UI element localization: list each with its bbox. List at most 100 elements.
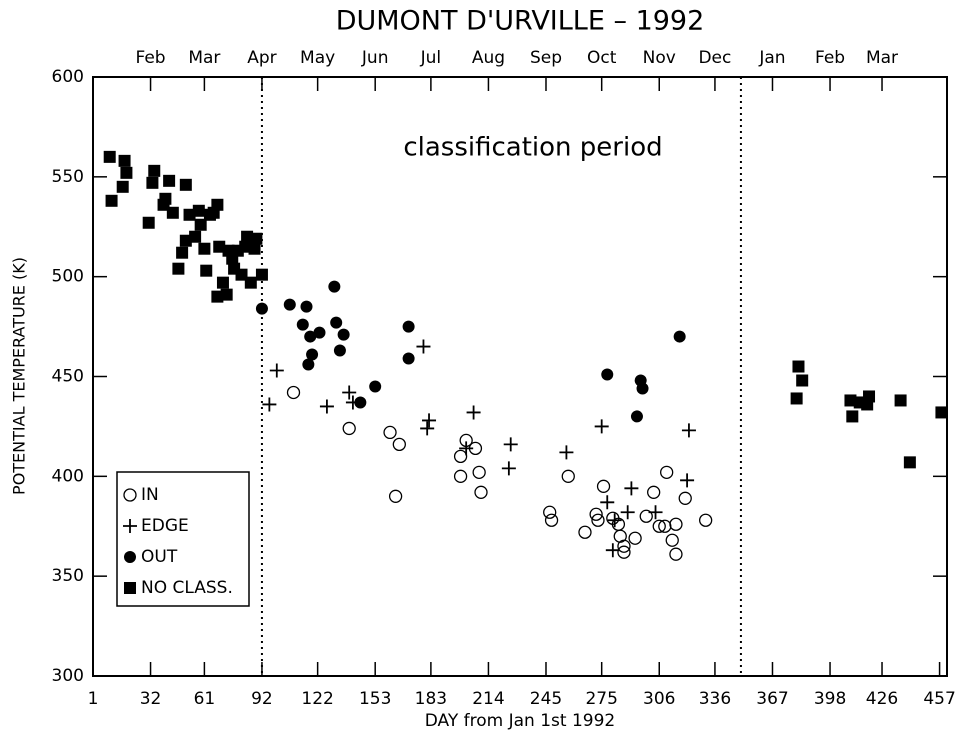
point <box>624 481 639 496</box>
point <box>472 465 486 479</box>
legend-marker <box>123 519 137 533</box>
point <box>935 406 948 419</box>
top-tick-label: Mar <box>188 48 220 68</box>
top-tick-label: Jul <box>420 48 442 68</box>
top-tick-label: Sep <box>530 48 562 68</box>
point <box>402 320 415 333</box>
top-tick-label: Dec <box>698 48 731 68</box>
point <box>453 449 468 464</box>
point <box>680 473 695 488</box>
point <box>578 525 592 539</box>
point <box>792 360 805 373</box>
y-tick-label: 300 <box>52 666 84 686</box>
point <box>183 208 196 221</box>
point <box>639 509 653 523</box>
chart-title: DUMONT D'URVILLE – 1992 <box>336 6 705 37</box>
point <box>559 445 574 460</box>
y-tick-label: 550 <box>52 167 84 187</box>
top-tick-label: Jun <box>361 48 389 68</box>
point <box>148 164 161 177</box>
point <box>220 288 233 301</box>
point <box>796 374 809 387</box>
point <box>894 394 907 407</box>
point <box>648 505 663 520</box>
point <box>617 539 631 553</box>
point <box>163 174 176 187</box>
legend-label: IN <box>141 485 159 505</box>
x-tick-label: 153 <box>359 689 391 709</box>
x-tick-label: 306 <box>643 689 675 709</box>
point <box>328 280 341 293</box>
y-tick-label: 450 <box>52 367 84 387</box>
point <box>235 268 248 281</box>
point <box>306 348 319 361</box>
y-axis-label: POTENTIAL TEMPERATURE (K) <box>10 257 29 495</box>
point <box>681 423 696 438</box>
point <box>189 230 202 243</box>
y-tick-label: 600 <box>52 67 84 87</box>
point <box>503 437 518 452</box>
x-tick-label: 426 <box>866 689 898 709</box>
point <box>333 344 346 357</box>
point <box>269 363 284 378</box>
x-tick-label: 457 <box>923 689 955 709</box>
x-tick-label: 92 <box>251 689 273 709</box>
point <box>179 234 192 247</box>
point <box>617 545 631 559</box>
point <box>198 242 211 255</box>
point <box>192 204 205 217</box>
legend-box <box>116 471 250 607</box>
point <box>354 396 367 409</box>
point <box>605 543 620 558</box>
top-tick-label: Feb <box>135 48 165 68</box>
x-tick-label: 275 <box>585 689 617 709</box>
point <box>120 166 133 179</box>
point <box>600 495 615 510</box>
point <box>330 316 343 329</box>
point <box>665 533 679 547</box>
x-axis-label: DAY from Jan 1st 1992 <box>425 711 615 731</box>
point <box>105 194 118 207</box>
top-tick-label: May <box>300 48 335 68</box>
point <box>213 240 226 253</box>
point <box>342 421 356 436</box>
point <box>226 252 239 265</box>
point <box>337 328 350 341</box>
y-tick-label: 400 <box>52 466 84 486</box>
top-tick-label: Aug <box>472 48 505 68</box>
point <box>239 240 252 253</box>
point <box>383 425 397 440</box>
top-tick-label: Apr <box>247 48 276 68</box>
point <box>369 380 382 393</box>
point <box>474 485 488 499</box>
point <box>630 410 643 423</box>
top-tick-label: Oct <box>587 48 617 68</box>
point <box>342 385 357 400</box>
top-tick-label: Mar <box>866 48 898 68</box>
point <box>304 330 317 343</box>
point <box>453 469 468 483</box>
x-tick-label: 122 <box>301 689 333 709</box>
point <box>678 491 692 505</box>
point <box>388 489 403 503</box>
x-tick-label: 336 <box>699 689 731 709</box>
point <box>669 547 683 561</box>
x-tick-label: 1 <box>88 689 99 709</box>
point <box>116 180 129 193</box>
x-tick-label: 183 <box>415 689 447 709</box>
point <box>607 513 622 528</box>
point <box>200 264 213 277</box>
point <box>319 399 334 414</box>
point <box>620 505 635 520</box>
point <box>466 405 481 420</box>
point <box>402 352 415 365</box>
point <box>601 368 614 381</box>
legend-label: EDGE <box>141 516 189 536</box>
point <box>544 513 559 527</box>
point <box>459 441 474 456</box>
point <box>244 276 257 289</box>
point <box>863 390 876 403</box>
point <box>103 150 116 163</box>
annotation: classification period <box>403 133 662 163</box>
